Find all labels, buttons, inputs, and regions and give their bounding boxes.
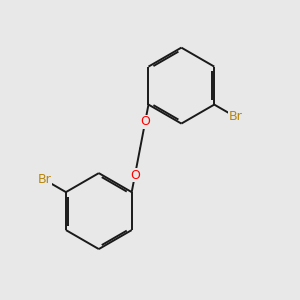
Text: Br: Br: [38, 173, 51, 186]
Text: Br: Br: [229, 110, 243, 124]
Text: O: O: [130, 169, 140, 182]
Text: O: O: [140, 115, 150, 128]
